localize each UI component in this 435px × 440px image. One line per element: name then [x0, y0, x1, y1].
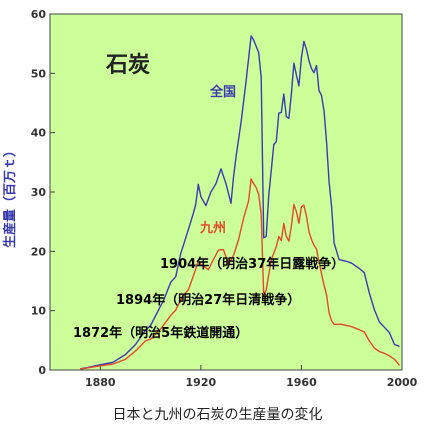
series-label-zenkoku: 全国 [209, 84, 236, 100]
annotation-1872: 1872年（明治5年鉄道開通） [73, 325, 248, 341]
annotation-1894: 1894年（明治27年日清戦争） [116, 292, 300, 308]
y-axis: 0 10 20 30 40 50 60 [31, 8, 55, 377]
y-tick-label: 40 [31, 127, 47, 140]
series-label-kyushu: 九州 [199, 221, 226, 236]
series-lines [80, 35, 401, 370]
x-tick-label: 1880 [85, 376, 116, 389]
chart-caption: 日本と九州の石炭の生産量の変化 [112, 407, 323, 423]
y-tick-label: 30 [31, 186, 47, 199]
annotation-1904: 1904年（明治37年日露戦争） [160, 256, 344, 272]
x-tick-label: 1920 [186, 376, 217, 389]
y-tick-label: 20 [31, 245, 47, 258]
plot-area [49, 13, 403, 371]
chart-title: 石炭 [105, 52, 150, 78]
y-tick-label: 10 [31, 305, 47, 318]
series-line-zenkoku [80, 35, 400, 370]
y-tick-label: 60 [31, 8, 47, 21]
series-line-kyushu [80, 178, 401, 370]
y-axis-label: 生産量（百万ｔ） [2, 144, 18, 248]
x-axis: 1880 1920 1960 2000 [85, 365, 418, 389]
y-tick-label: 0 [38, 364, 46, 377]
x-tick-label: 1960 [286, 376, 317, 389]
x-tick-label: 2000 [387, 376, 418, 389]
y-tick-label: 50 [31, 67, 47, 80]
